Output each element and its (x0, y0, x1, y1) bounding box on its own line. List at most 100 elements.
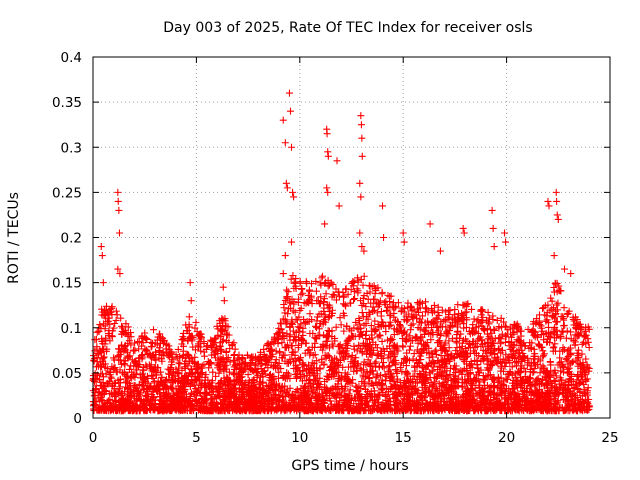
data-point (268, 374, 276, 382)
data-point (575, 376, 583, 384)
data-point (209, 368, 217, 376)
data-point (489, 383, 497, 391)
data-point (215, 362, 223, 370)
data-point (134, 387, 142, 395)
data-point (414, 299, 422, 307)
data-point (455, 310, 463, 318)
data-point (308, 300, 316, 308)
data-point (229, 370, 237, 378)
data-point (255, 385, 263, 393)
data-point (394, 375, 402, 383)
data-point (485, 342, 493, 350)
data-point (421, 308, 429, 316)
data-point (463, 384, 471, 392)
data-point (466, 388, 474, 396)
data-point (231, 361, 239, 369)
data-point (500, 404, 508, 412)
data-point (573, 325, 581, 333)
data-point (185, 369, 193, 377)
data-point (364, 356, 372, 364)
data-point (263, 341, 271, 349)
data-point (407, 385, 415, 393)
data-point (323, 332, 331, 340)
data-point (476, 333, 484, 341)
data-point (365, 347, 373, 355)
data-point (410, 313, 418, 321)
data-point (353, 274, 361, 282)
data-point (548, 313, 556, 321)
data-point (547, 294, 555, 302)
data-point (380, 364, 388, 372)
data-point (376, 371, 384, 379)
data-point (354, 360, 362, 368)
data-point (533, 398, 541, 406)
data-point (534, 360, 542, 368)
data-point (379, 399, 387, 407)
data-point (93, 354, 101, 362)
data-point (122, 379, 130, 387)
data-point (286, 333, 294, 341)
data-point (477, 388, 485, 396)
data-point (390, 309, 398, 317)
data-point (266, 370, 274, 378)
data-point (499, 380, 507, 388)
data-point (139, 366, 147, 374)
data-point (352, 354, 360, 362)
data-point (421, 371, 429, 379)
data-point (315, 300, 323, 308)
data-point (318, 395, 326, 403)
data-point (571, 313, 579, 321)
data-point (557, 384, 565, 392)
data-point (373, 344, 381, 352)
data-point (585, 325, 593, 333)
data-point (297, 291, 305, 299)
data-point (393, 369, 401, 377)
data-point (98, 311, 106, 319)
data-point (347, 286, 355, 294)
data-point (363, 397, 371, 405)
data-point (585, 343, 593, 351)
data-point (484, 308, 492, 316)
data-point (355, 314, 363, 322)
data-point (231, 345, 239, 353)
data-point (557, 358, 565, 366)
data-point (270, 339, 278, 347)
data-point (370, 325, 378, 333)
data-point (470, 315, 478, 323)
data-point (418, 299, 426, 307)
data-point (421, 384, 429, 392)
data-point (406, 332, 414, 340)
data-point (114, 353, 122, 361)
data-point (380, 299, 388, 307)
data-point (168, 361, 176, 369)
data-point (480, 376, 488, 384)
data-point (567, 392, 575, 400)
data-point (533, 392, 541, 400)
data-point (208, 379, 216, 387)
data-point (131, 339, 139, 347)
data-point (493, 400, 501, 408)
data-point (219, 354, 227, 362)
data-point (334, 342, 342, 350)
data-point (563, 327, 571, 335)
data-point (467, 380, 475, 388)
data-point (221, 327, 229, 335)
data-point (250, 376, 258, 384)
data-point (366, 310, 374, 318)
data-point (108, 333, 116, 341)
data-point (360, 358, 368, 366)
data-point (481, 407, 489, 415)
data-point (390, 325, 398, 333)
data-point (564, 386, 572, 394)
data-point (581, 390, 589, 398)
data-point (511, 350, 519, 358)
data-point (197, 347, 205, 355)
data-point (325, 344, 333, 352)
data-point (146, 382, 154, 390)
data-point (167, 364, 175, 372)
data-point (430, 359, 438, 367)
data-point (328, 306, 336, 314)
data-point (217, 377, 225, 385)
data-point (362, 320, 370, 328)
